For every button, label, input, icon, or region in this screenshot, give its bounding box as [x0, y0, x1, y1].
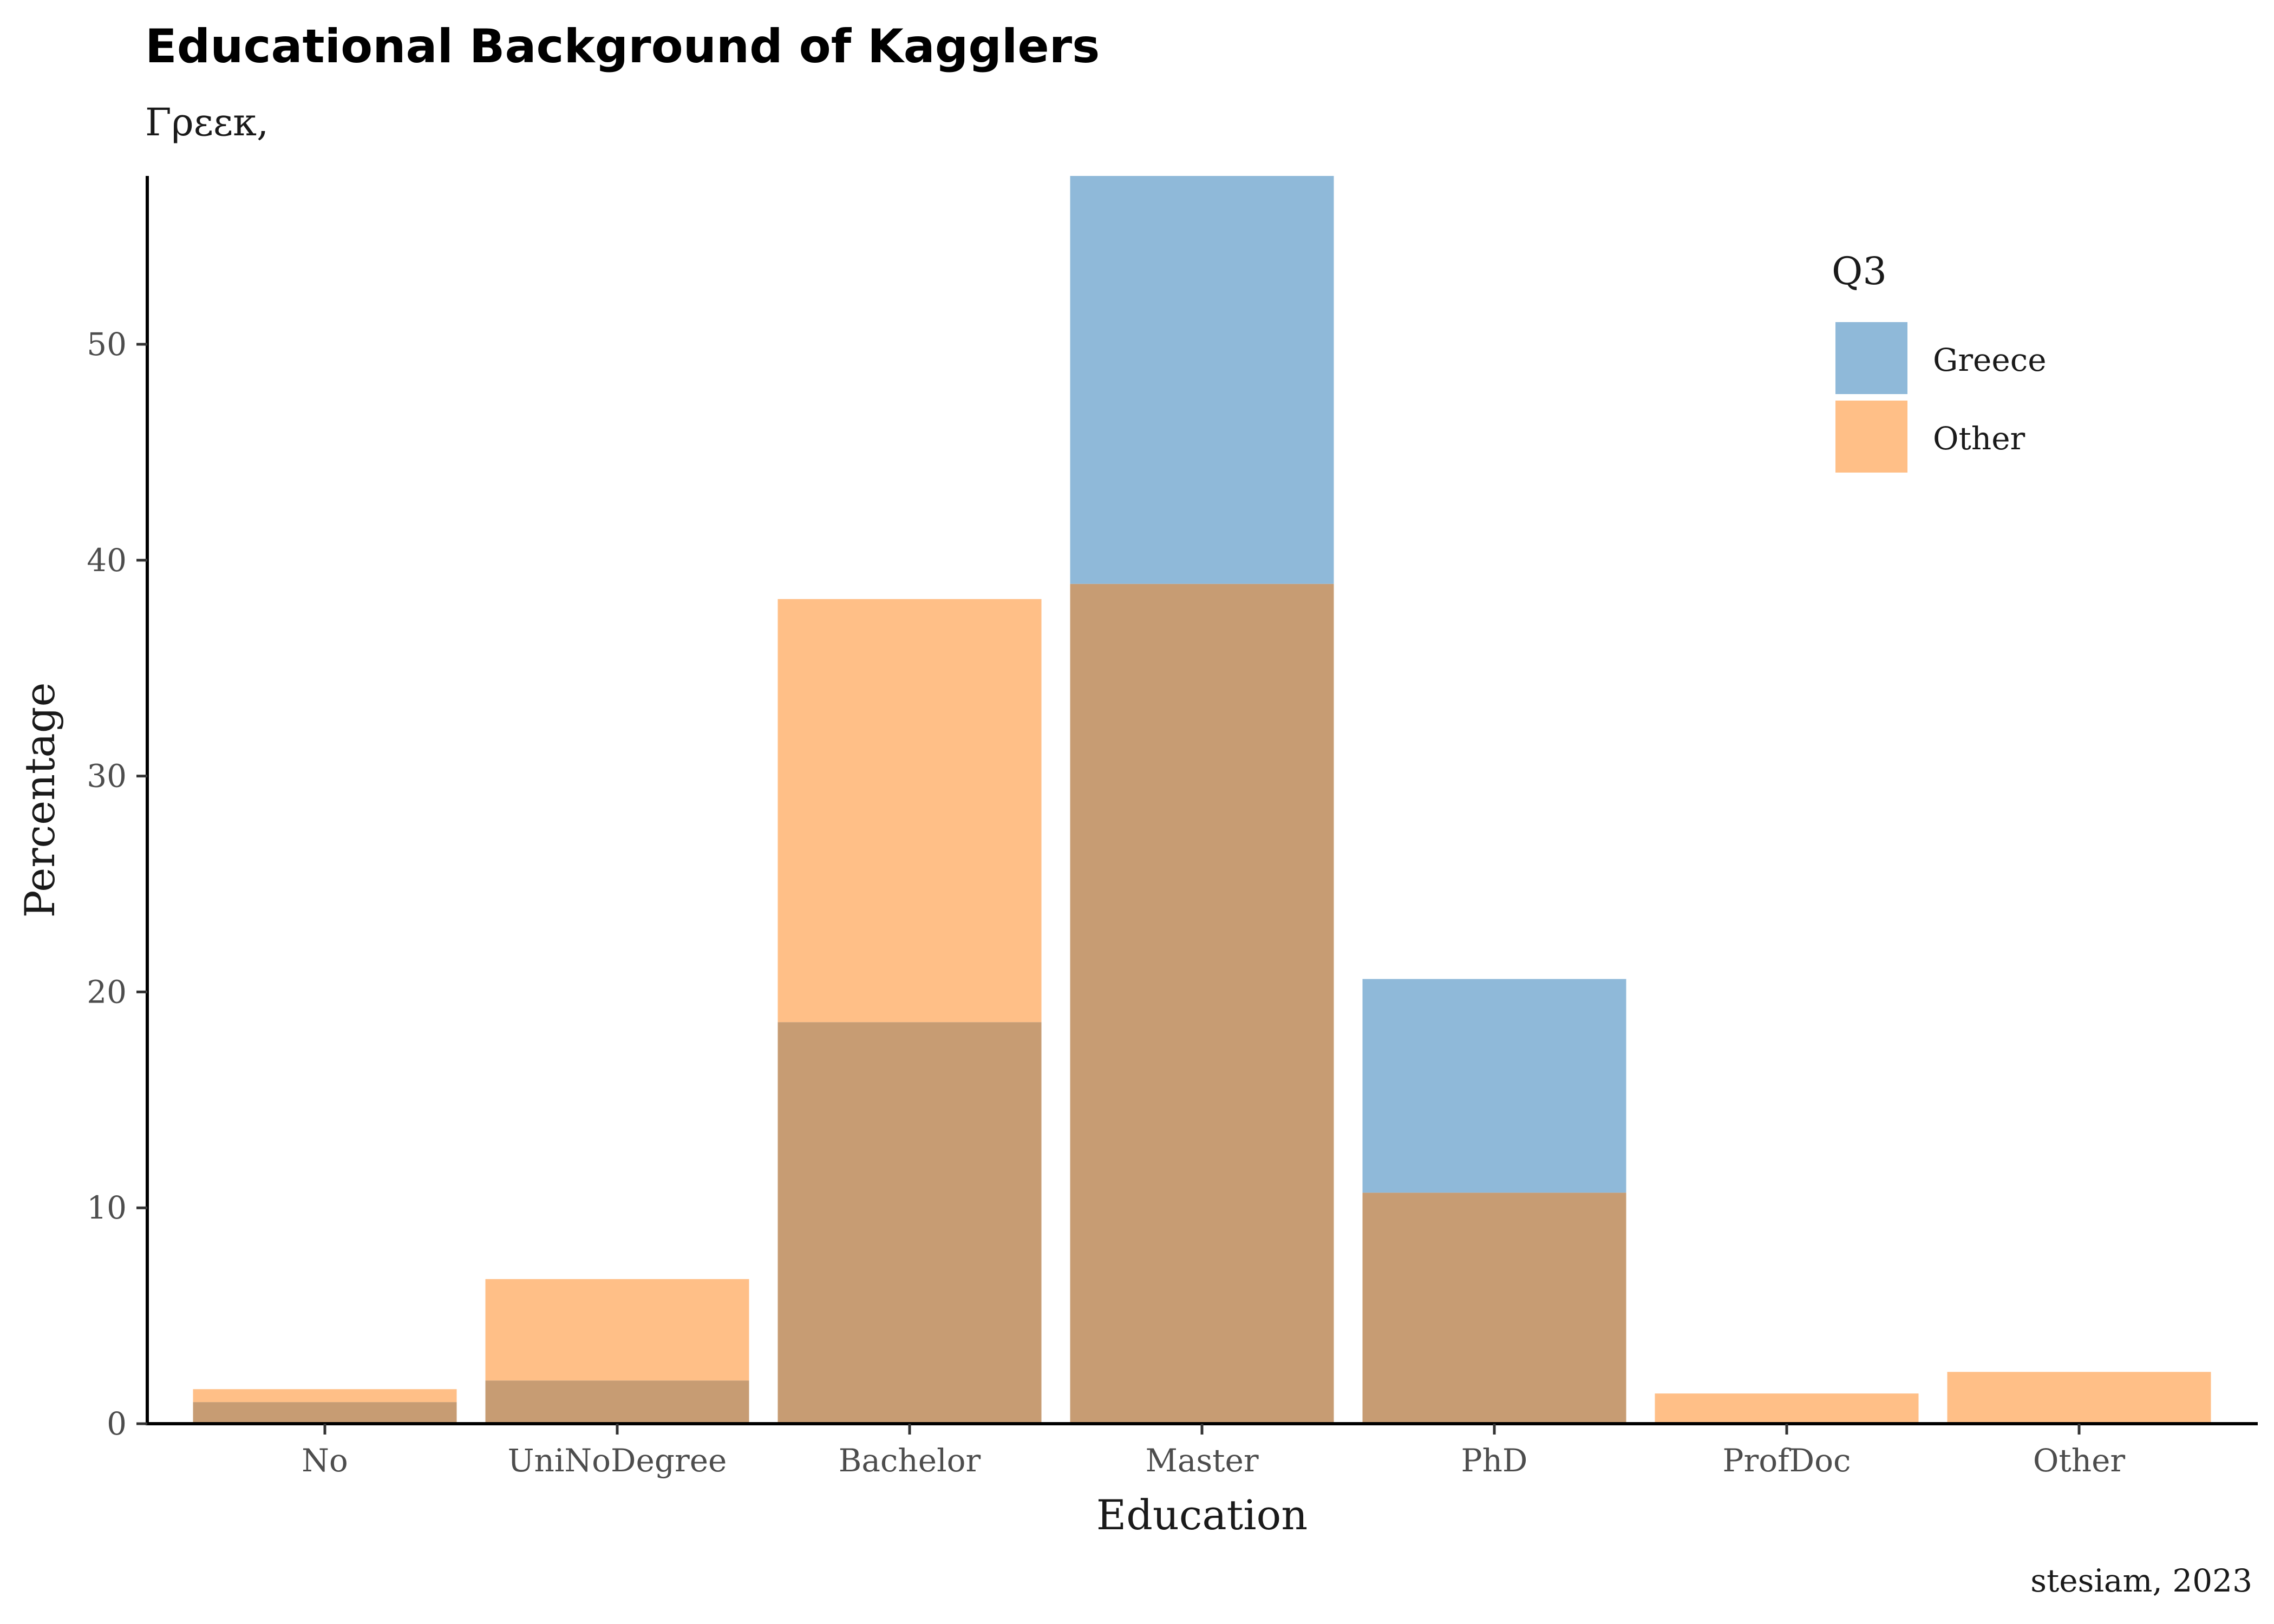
bar-other-other	[1947, 1372, 2211, 1424]
x-tick-label-other: Other	[2033, 1442, 2126, 1479]
legend-label-greece: Greece	[1933, 342, 2047, 378]
x-axis-title: Education	[1096, 1491, 1308, 1539]
y-tick-label-50: 50	[87, 326, 127, 363]
x-tick-label-no: No	[302, 1442, 348, 1479]
y-tick-label-30: 30	[87, 758, 127, 795]
y-axis-title: Percentage	[16, 683, 64, 918]
chart-caption: stesiam, 2023	[2030, 1562, 2252, 1599]
bar-other-bachelor	[777, 599, 1042, 1023]
bar-other-no	[193, 1389, 457, 1403]
x-axis-ticks: No UniNoDegree Bachelor Master PhD ProfDoc Oth…	[302, 1424, 2125, 1479]
y-tick-label-10: 10	[87, 1189, 127, 1226]
x-tick-label-phd: PhD	[1461, 1442, 1528, 1479]
bar-overlap-no	[193, 1402, 457, 1424]
bar-other-uninodegree	[485, 1279, 749, 1381]
bar-greece-master	[1070, 176, 1334, 584]
x-tick-label-uninodegree: UniNoDegree	[508, 1442, 727, 1479]
bars-layer	[193, 176, 2211, 1424]
chart-subtitle: Γρεεκ,	[145, 100, 269, 145]
legend-title: Q3	[1832, 249, 1887, 293]
bar-overlap-master	[1070, 584, 1334, 1424]
bar-overlap-uninodegree	[485, 1380, 749, 1424]
bar-other-profdoc	[1655, 1393, 1919, 1424]
legend-label-other: Other	[1933, 420, 2025, 457]
bar-greece-phd	[1362, 979, 1626, 1193]
x-tick-label-master: Master	[1145, 1442, 1258, 1479]
y-axis-ticks: 0 10 20 30 40 50	[87, 326, 147, 1442]
y-tick-label-0: 0	[107, 1405, 127, 1442]
bar-overlap-bachelor	[777, 1022, 1042, 1424]
x-tick-label-profdoc: ProfDoc	[1722, 1442, 1851, 1479]
legend-key-greece	[1835, 322, 1907, 394]
y-tick-label-40: 40	[87, 542, 127, 579]
bar-overlap-phd	[1362, 1193, 1626, 1424]
legend-key-other	[1835, 401, 1907, 473]
chart-title: Educational Background of Kagglers	[145, 19, 1100, 74]
x-tick-label-bachelor: Bachelor	[839, 1442, 981, 1479]
y-tick-label-20: 20	[87, 973, 127, 1010]
legend: Q3 Greece Other	[1832, 249, 2047, 473]
